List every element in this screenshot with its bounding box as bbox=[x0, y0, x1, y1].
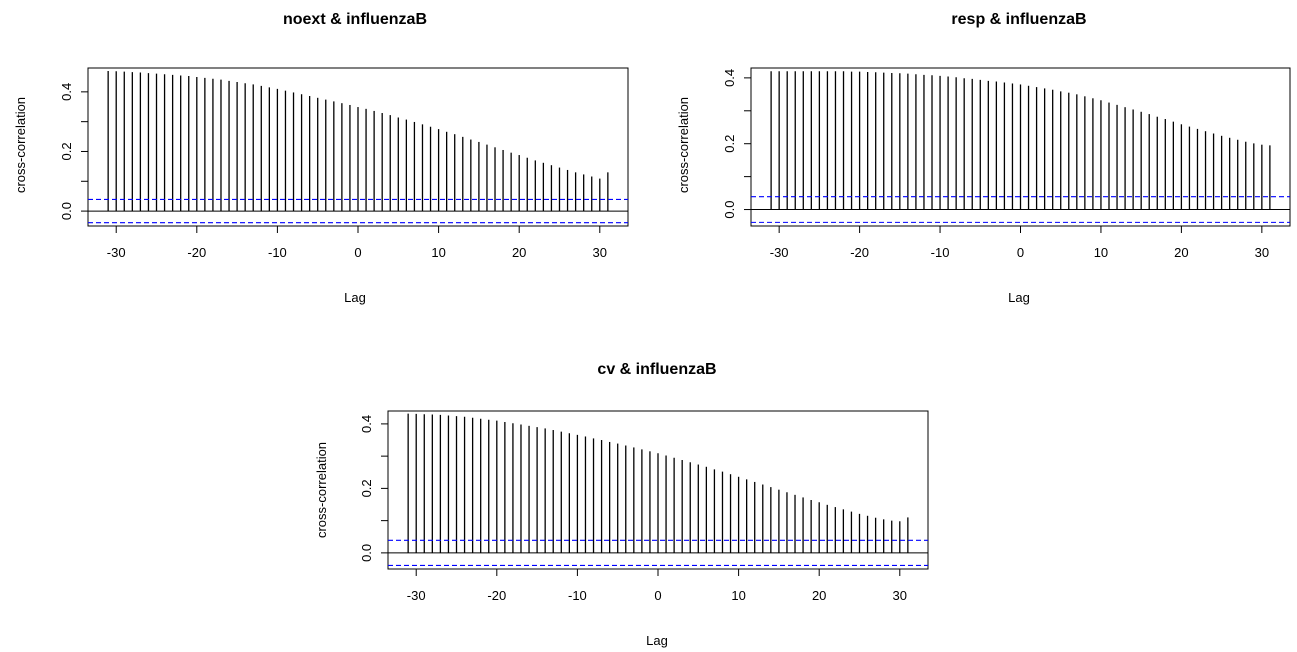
x-tick-label: -10 bbox=[568, 588, 587, 603]
y-axis-label: cross-correlation bbox=[676, 97, 691, 193]
x-tick-label: -10 bbox=[931, 245, 950, 260]
y-tick-label: 0.4 bbox=[59, 83, 74, 101]
y-axis-label: cross-correlation bbox=[314, 442, 329, 538]
x-tick-label: -20 bbox=[487, 588, 506, 603]
x-axis-label: Lag bbox=[646, 633, 668, 648]
chart-title: resp & influenzaB bbox=[951, 11, 1086, 28]
chart-title: noext & influenzaB bbox=[283, 11, 427, 28]
x-axis-label: Lag bbox=[1008, 290, 1030, 305]
y-tick-label: 0.4 bbox=[722, 69, 737, 87]
y-tick-label: 0.0 bbox=[359, 544, 374, 562]
x-tick-label: -30 bbox=[107, 245, 126, 260]
x-tick-label: 30 bbox=[593, 245, 607, 260]
x-tick-label: 10 bbox=[731, 588, 745, 603]
x-tick-label: 0 bbox=[354, 245, 361, 260]
x-axis-label: Lag bbox=[344, 290, 366, 305]
x-tick-label: 30 bbox=[1255, 245, 1269, 260]
x-tick-label: -10 bbox=[268, 245, 287, 260]
y-axis-label: cross-correlation bbox=[13, 97, 28, 193]
x-tick-label: 20 bbox=[1174, 245, 1188, 260]
y-tick-label: 0.2 bbox=[359, 479, 374, 497]
y-tick-label: 0.2 bbox=[59, 142, 74, 160]
x-tick-label: -30 bbox=[407, 588, 426, 603]
x-tick-label: -30 bbox=[770, 245, 789, 260]
ccf-panel-cv: cv & influenzaB cross-correlation Lag -3… bbox=[314, 361, 929, 648]
x-tick-label: 20 bbox=[512, 245, 526, 260]
chart-title: cv & influenzaB bbox=[597, 361, 716, 378]
x-tick-label: -20 bbox=[850, 245, 869, 260]
x-tick-label: 20 bbox=[812, 588, 826, 603]
y-tick-label: 0.0 bbox=[722, 201, 737, 219]
x-tick-label: -20 bbox=[187, 245, 206, 260]
y-tick-label: 0.2 bbox=[722, 135, 737, 153]
x-tick-label: 0 bbox=[654, 588, 661, 603]
ccf-panel-noext: noext & influenzaB cross-correlation Lag… bbox=[13, 11, 629, 305]
x-tick-label: 10 bbox=[431, 245, 445, 260]
y-tick-label: 0.0 bbox=[59, 202, 74, 220]
x-tick-label: 10 bbox=[1094, 245, 1108, 260]
y-tick-label: 0.4 bbox=[359, 415, 374, 433]
x-tick-label: 0 bbox=[1017, 245, 1024, 260]
x-tick-label: 30 bbox=[893, 588, 907, 603]
ccf-panel-resp: resp & influenzaB cross-correlation Lag … bbox=[676, 11, 1291, 305]
